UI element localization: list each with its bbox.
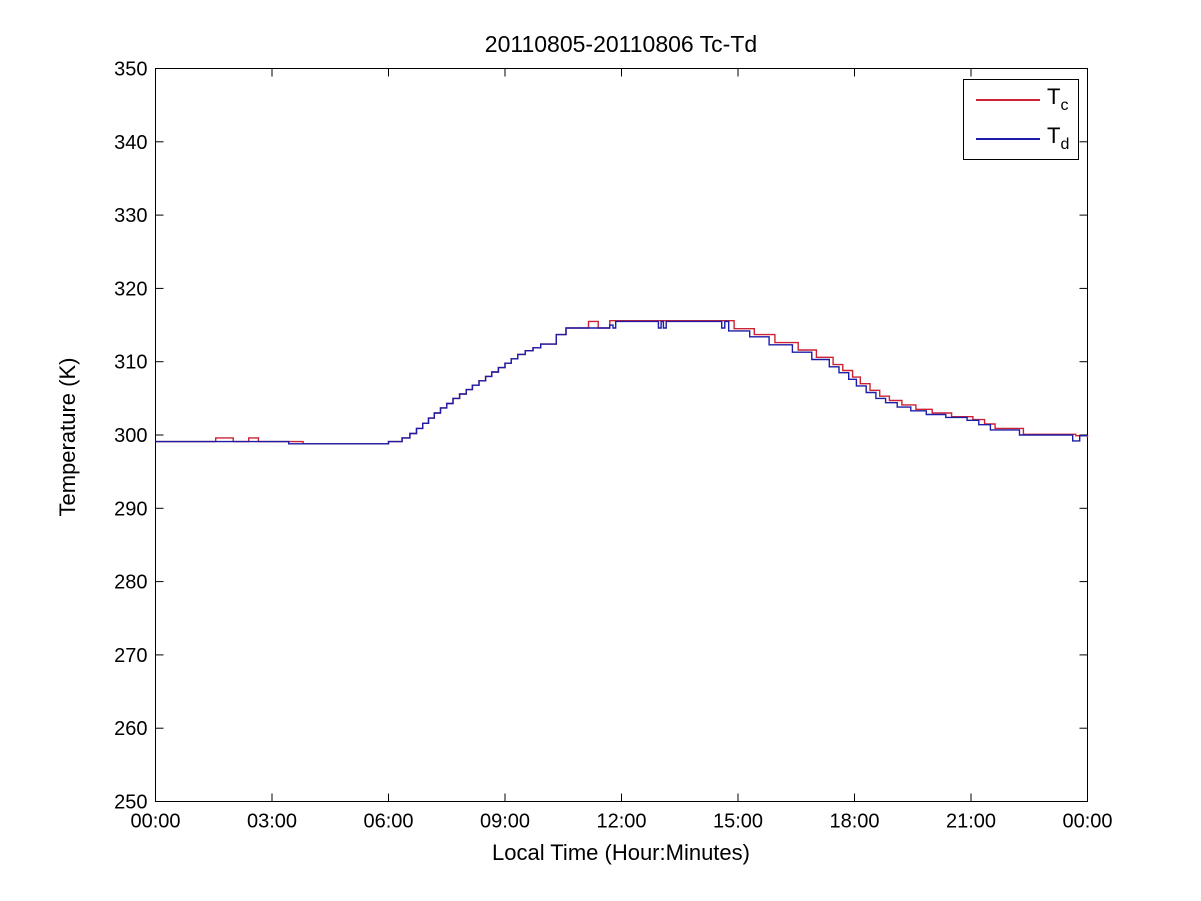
y-tick-label: 270: [114, 645, 147, 667]
x-tick-label: 06:00: [363, 811, 413, 833]
td-legend-label: Td: [1047, 123, 1070, 154]
x-tick-label: 15:00: [713, 811, 763, 833]
y-tick-label: 320: [114, 278, 147, 300]
chart-title: 20110805-20110806 Tc-Td: [484, 31, 758, 57]
legend: Tc Td: [963, 79, 1079, 160]
y-tick-label: 340: [114, 132, 147, 154]
x-tick-label: 12:00: [596, 811, 646, 833]
axes-frame: [155, 68, 1088, 802]
y-tick-label: 260: [114, 718, 147, 740]
series-tc: [155, 320, 1089, 445]
legend-entry-td: Td: [964, 120, 1078, 160]
x-tick-label: 03:00: [247, 811, 297, 833]
x-tick-label: 18:00: [829, 811, 879, 833]
x-axis-label: Local Time (Hour:Minutes): [492, 840, 750, 865]
y-tick-label: 290: [114, 498, 147, 520]
y-tick-label: 300: [114, 425, 147, 447]
x-tick-label: 21:00: [946, 811, 996, 833]
td-line-sample: [976, 138, 1040, 141]
tc-legend-label: Tc: [1047, 83, 1069, 114]
tc-line-sample: [976, 98, 1040, 101]
x-tick-label: 00:00: [1062, 811, 1112, 833]
y-tick-label: 250: [114, 792, 147, 814]
y-tick-label: 330: [114, 205, 147, 227]
legend-entry-tc: Tc: [964, 80, 1078, 120]
x-tick-label: 00:00: [130, 811, 180, 833]
series-td: [155, 320, 1088, 445]
y-tick-label: 310: [114, 352, 147, 374]
y-tick-label: 350: [114, 59, 147, 81]
x-tick-label: 09:00: [480, 811, 530, 833]
y-tick-label: 280: [114, 572, 147, 594]
y-axis-label: Temperature (K): [55, 357, 80, 517]
